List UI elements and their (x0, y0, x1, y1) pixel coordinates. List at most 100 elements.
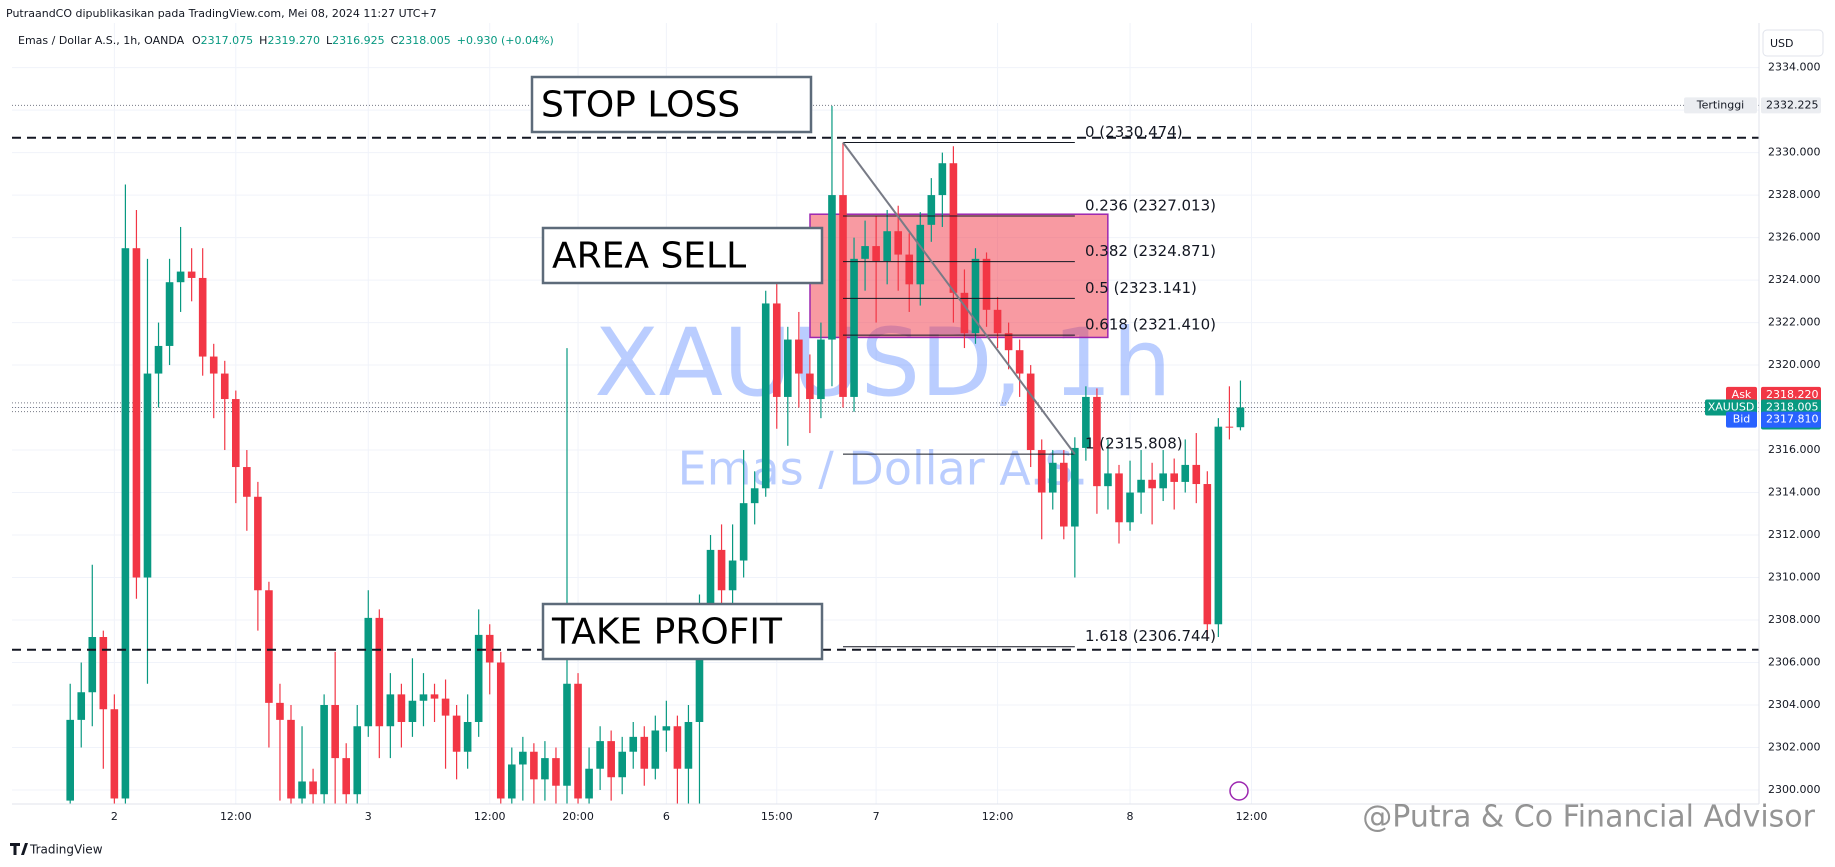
candle-body (960, 292, 969, 334)
brand: TradingView (29, 843, 103, 857)
alert-icon[interactable] (1229, 781, 1249, 801)
candle-body (375, 617, 384, 727)
candle-body (397, 694, 406, 722)
candle-body (607, 741, 615, 778)
candle-body (927, 195, 936, 225)
price-tag-value: 2332.225 (1766, 98, 1819, 111)
candle-body (894, 231, 902, 255)
candle-body (850, 258, 858, 397)
candle-body (287, 719, 295, 799)
price-tag-value: 2318.005 (1766, 400, 1819, 413)
candle-body (364, 617, 373, 727)
candle-body (353, 726, 362, 795)
candle-body (66, 719, 74, 801)
candle-body (938, 163, 947, 196)
candle-body (861, 246, 869, 259)
y-tick-label: 2306.000 (1768, 656, 1821, 669)
legend-value: 2316.925 (332, 34, 385, 47)
published: PutraandCO dipublikasikan pada TradingVi… (6, 7, 437, 20)
y-tick-label: 2322.000 (1768, 316, 1821, 329)
candle-body (563, 683, 571, 786)
candle-body (673, 726, 682, 769)
x-tick-label: 8 (1127, 810, 1134, 823)
candle-body (1115, 473, 1123, 523)
candle-body (1071, 447, 1079, 527)
candle-body (795, 339, 803, 374)
candle-body (1192, 464, 1201, 485)
candle-body (143, 373, 152, 578)
candle-body (817, 339, 825, 400)
y-tick-label: 2324.000 (1768, 273, 1821, 286)
x-tick-label: 2 (111, 810, 118, 823)
candle-body (596, 741, 604, 769)
candle-body (1214, 426, 1223, 625)
fib-label: 0 (2330.474) (1085, 123, 1183, 141)
candle-body (419, 694, 428, 701)
candle-body (761, 303, 770, 489)
y-tick-label: 2312.000 (1768, 528, 1821, 541)
price-tag-name-box (1684, 97, 1757, 114)
y-tick-label: 2316.000 (1768, 443, 1821, 456)
candle-body (1126, 492, 1134, 523)
y-tick-label: 2314.000 (1768, 486, 1821, 499)
brand-logo (10, 843, 28, 855)
annotation-box (530, 75, 813, 134)
candle-body (1104, 473, 1112, 487)
legend-key: C (391, 34, 399, 47)
annotation-box (541, 226, 824, 285)
candle-body (298, 781, 306, 799)
candle-body (1203, 484, 1212, 625)
legend-value: 2319.270 (267, 34, 320, 47)
fib-label: 0.5 (2323.141) (1085, 279, 1197, 297)
candle-body (220, 373, 229, 400)
y-tick-label: 2310.000 (1768, 571, 1821, 584)
candle-body (77, 692, 86, 720)
y-tick-label: 2302.000 (1768, 740, 1821, 753)
candle-body (585, 768, 593, 799)
candle-body (916, 224, 925, 285)
candle-body (706, 549, 715, 610)
candle-body (662, 726, 671, 731)
candle-body (541, 758, 549, 780)
candle-body (1004, 333, 1013, 351)
candle-body (265, 590, 273, 703)
price-tag (1761, 411, 1821, 428)
candle-body (452, 715, 461, 752)
candle-body (496, 662, 505, 799)
candle-body (574, 683, 582, 799)
candle-body (1093, 396, 1101, 487)
copyright-watermark: @Putra & Co Financial Advisor (1362, 800, 1815, 835)
candle-body (463, 721, 472, 752)
y-tick-label: 2326.000 (1768, 231, 1821, 244)
x-tick-label: 12:00 (982, 810, 1014, 823)
price-tag (1761, 97, 1821, 114)
price-tag-name-box (1726, 386, 1757, 403)
x-tick-label: 20:00 (562, 810, 594, 823)
candle-body (165, 282, 174, 346)
legend-key: L (326, 34, 333, 47)
candle-body (110, 709, 119, 799)
annotation-text: TAKE PROFIT (551, 612, 783, 653)
candle-body (331, 704, 339, 759)
candle-body (430, 694, 439, 699)
candle-body (828, 195, 836, 340)
x-tick-label: 15:00 (761, 810, 793, 823)
candle-body (508, 764, 516, 799)
fib-label: 0.618 (2321.410) (1085, 316, 1216, 334)
candle-body (386, 694, 395, 727)
candle-body (1170, 473, 1178, 482)
price-tag-name: Bid (1733, 413, 1751, 426)
legend-symbol: Emas / Dollar A.S., 1h, OANDA (18, 34, 185, 47)
x-tick-label: 6 (663, 810, 670, 823)
candle-body (883, 231, 891, 261)
candle-body (640, 736, 649, 769)
candle-body (750, 488, 759, 504)
legend-change: +0.930 (+0.04%) (457, 34, 554, 47)
legend-value: 2317.075 (201, 34, 254, 47)
candle-body (121, 248, 130, 799)
candle-body (728, 560, 737, 591)
candle-body (872, 246, 880, 261)
candle-body (684, 721, 693, 769)
